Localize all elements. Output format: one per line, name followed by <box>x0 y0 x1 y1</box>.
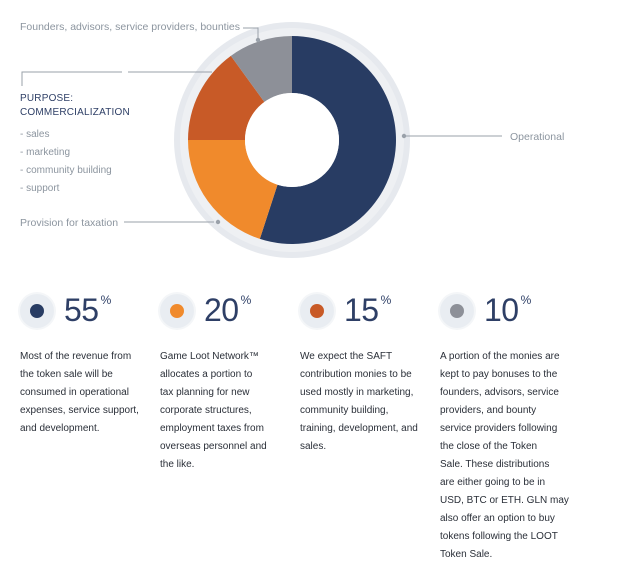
badge-gray-icon <box>440 294 474 328</box>
operational-label: Operational <box>510 131 564 143</box>
description-line: community building, <box>300 405 389 416</box>
description-line: consumed in operational <box>20 387 129 398</box>
purpose-label-line2: COMMERCIALIZATION <box>20 107 130 118</box>
description-line: kept to pay bonuses to the <box>440 369 558 380</box>
description-line: Most of the revenue from <box>20 351 132 362</box>
donut-slice-1 <box>188 140 278 239</box>
description-line: expenses, service support, <box>20 405 139 416</box>
badge-rust-icon <box>300 294 334 328</box>
stat-description: A portion of the monies are kept to pay b… <box>440 348 575 564</box>
stat-dot <box>450 304 464 318</box>
description-line: also offer an option to buy <box>440 513 555 524</box>
donut-slice-0 <box>259 36 396 245</box>
stat-percent: 55% <box>64 292 111 328</box>
operational-marker <box>401 133 407 139</box>
description-line: tokens following the LOOT <box>440 531 558 542</box>
description-line: overseas personnel and <box>160 441 267 452</box>
founders-marker <box>255 37 261 43</box>
stat-dot <box>310 304 324 318</box>
leader-lines <box>21 27 502 223</box>
taxation-marker <box>215 219 221 225</box>
badge-navy-icon <box>20 294 54 328</box>
purpose-item: - marketing <box>20 147 70 158</box>
purpose-item: - sales <box>20 129 49 140</box>
stat-percent: 10% <box>484 292 531 328</box>
description-line: the token sale will be <box>20 369 113 380</box>
description-line: A portion of the monies are <box>440 351 560 362</box>
donut-slice-2 <box>188 55 265 141</box>
stat-description: We expect the SAFT contribution monies to… <box>300 348 435 456</box>
stat-dot <box>170 304 184 318</box>
donut-slice-3 <box>230 36 292 102</box>
purpose-label-line1: PURPOSE: <box>20 93 73 104</box>
description-line: Token Sale. <box>440 549 493 560</box>
description-line: contribution monies to be <box>300 369 412 380</box>
description-line: allocates a portion to <box>160 369 253 380</box>
description-line: tax planning for new <box>160 387 250 398</box>
purpose-item: - community building <box>20 165 112 176</box>
donut-slices <box>188 36 396 245</box>
description-line: Game Loot Network™ <box>160 351 259 362</box>
purpose-item: - support <box>20 183 60 194</box>
taxation-label: Provision for taxation <box>20 217 118 229</box>
description-line: USD, BTC or ETH. GLN may <box>440 495 569 506</box>
stat-percent: 15% <box>344 292 391 328</box>
stat-description: Most of the revenue from the token sale w… <box>20 348 155 438</box>
donut-hole <box>245 93 339 187</box>
description-line: founders, advisors, service <box>440 387 559 398</box>
description-line: used mostly in marketing, <box>300 387 414 398</box>
description-line: We expect the SAFT <box>300 351 393 362</box>
description-line: the like. <box>160 459 195 470</box>
stat-description: Game Loot Network™ allocates a portion to… <box>160 348 295 474</box>
description-line: training, development, and <box>300 423 418 434</box>
description-line: sales. <box>300 441 327 452</box>
stat-percent: 20% <box>204 292 251 328</box>
badge-orange-icon <box>160 294 194 328</box>
description-line: are either going to be in <box>440 477 546 488</box>
description-line: employment taxes from <box>160 423 264 434</box>
founders-label: Founders, advisors, service providers, b… <box>20 21 240 33</box>
description-line: service providers following <box>440 423 558 434</box>
description-line: and development. <box>20 423 100 434</box>
founders-leader <box>243 27 259 38</box>
description-line: corporate structures, <box>160 405 252 416</box>
purpose-leader <box>21 71 122 86</box>
stat-dot <box>30 304 44 318</box>
description-line: Sale. These distributions <box>440 459 550 470</box>
description-line: the close of the Token <box>440 441 538 452</box>
description-line: providers, and bounty <box>440 405 537 416</box>
